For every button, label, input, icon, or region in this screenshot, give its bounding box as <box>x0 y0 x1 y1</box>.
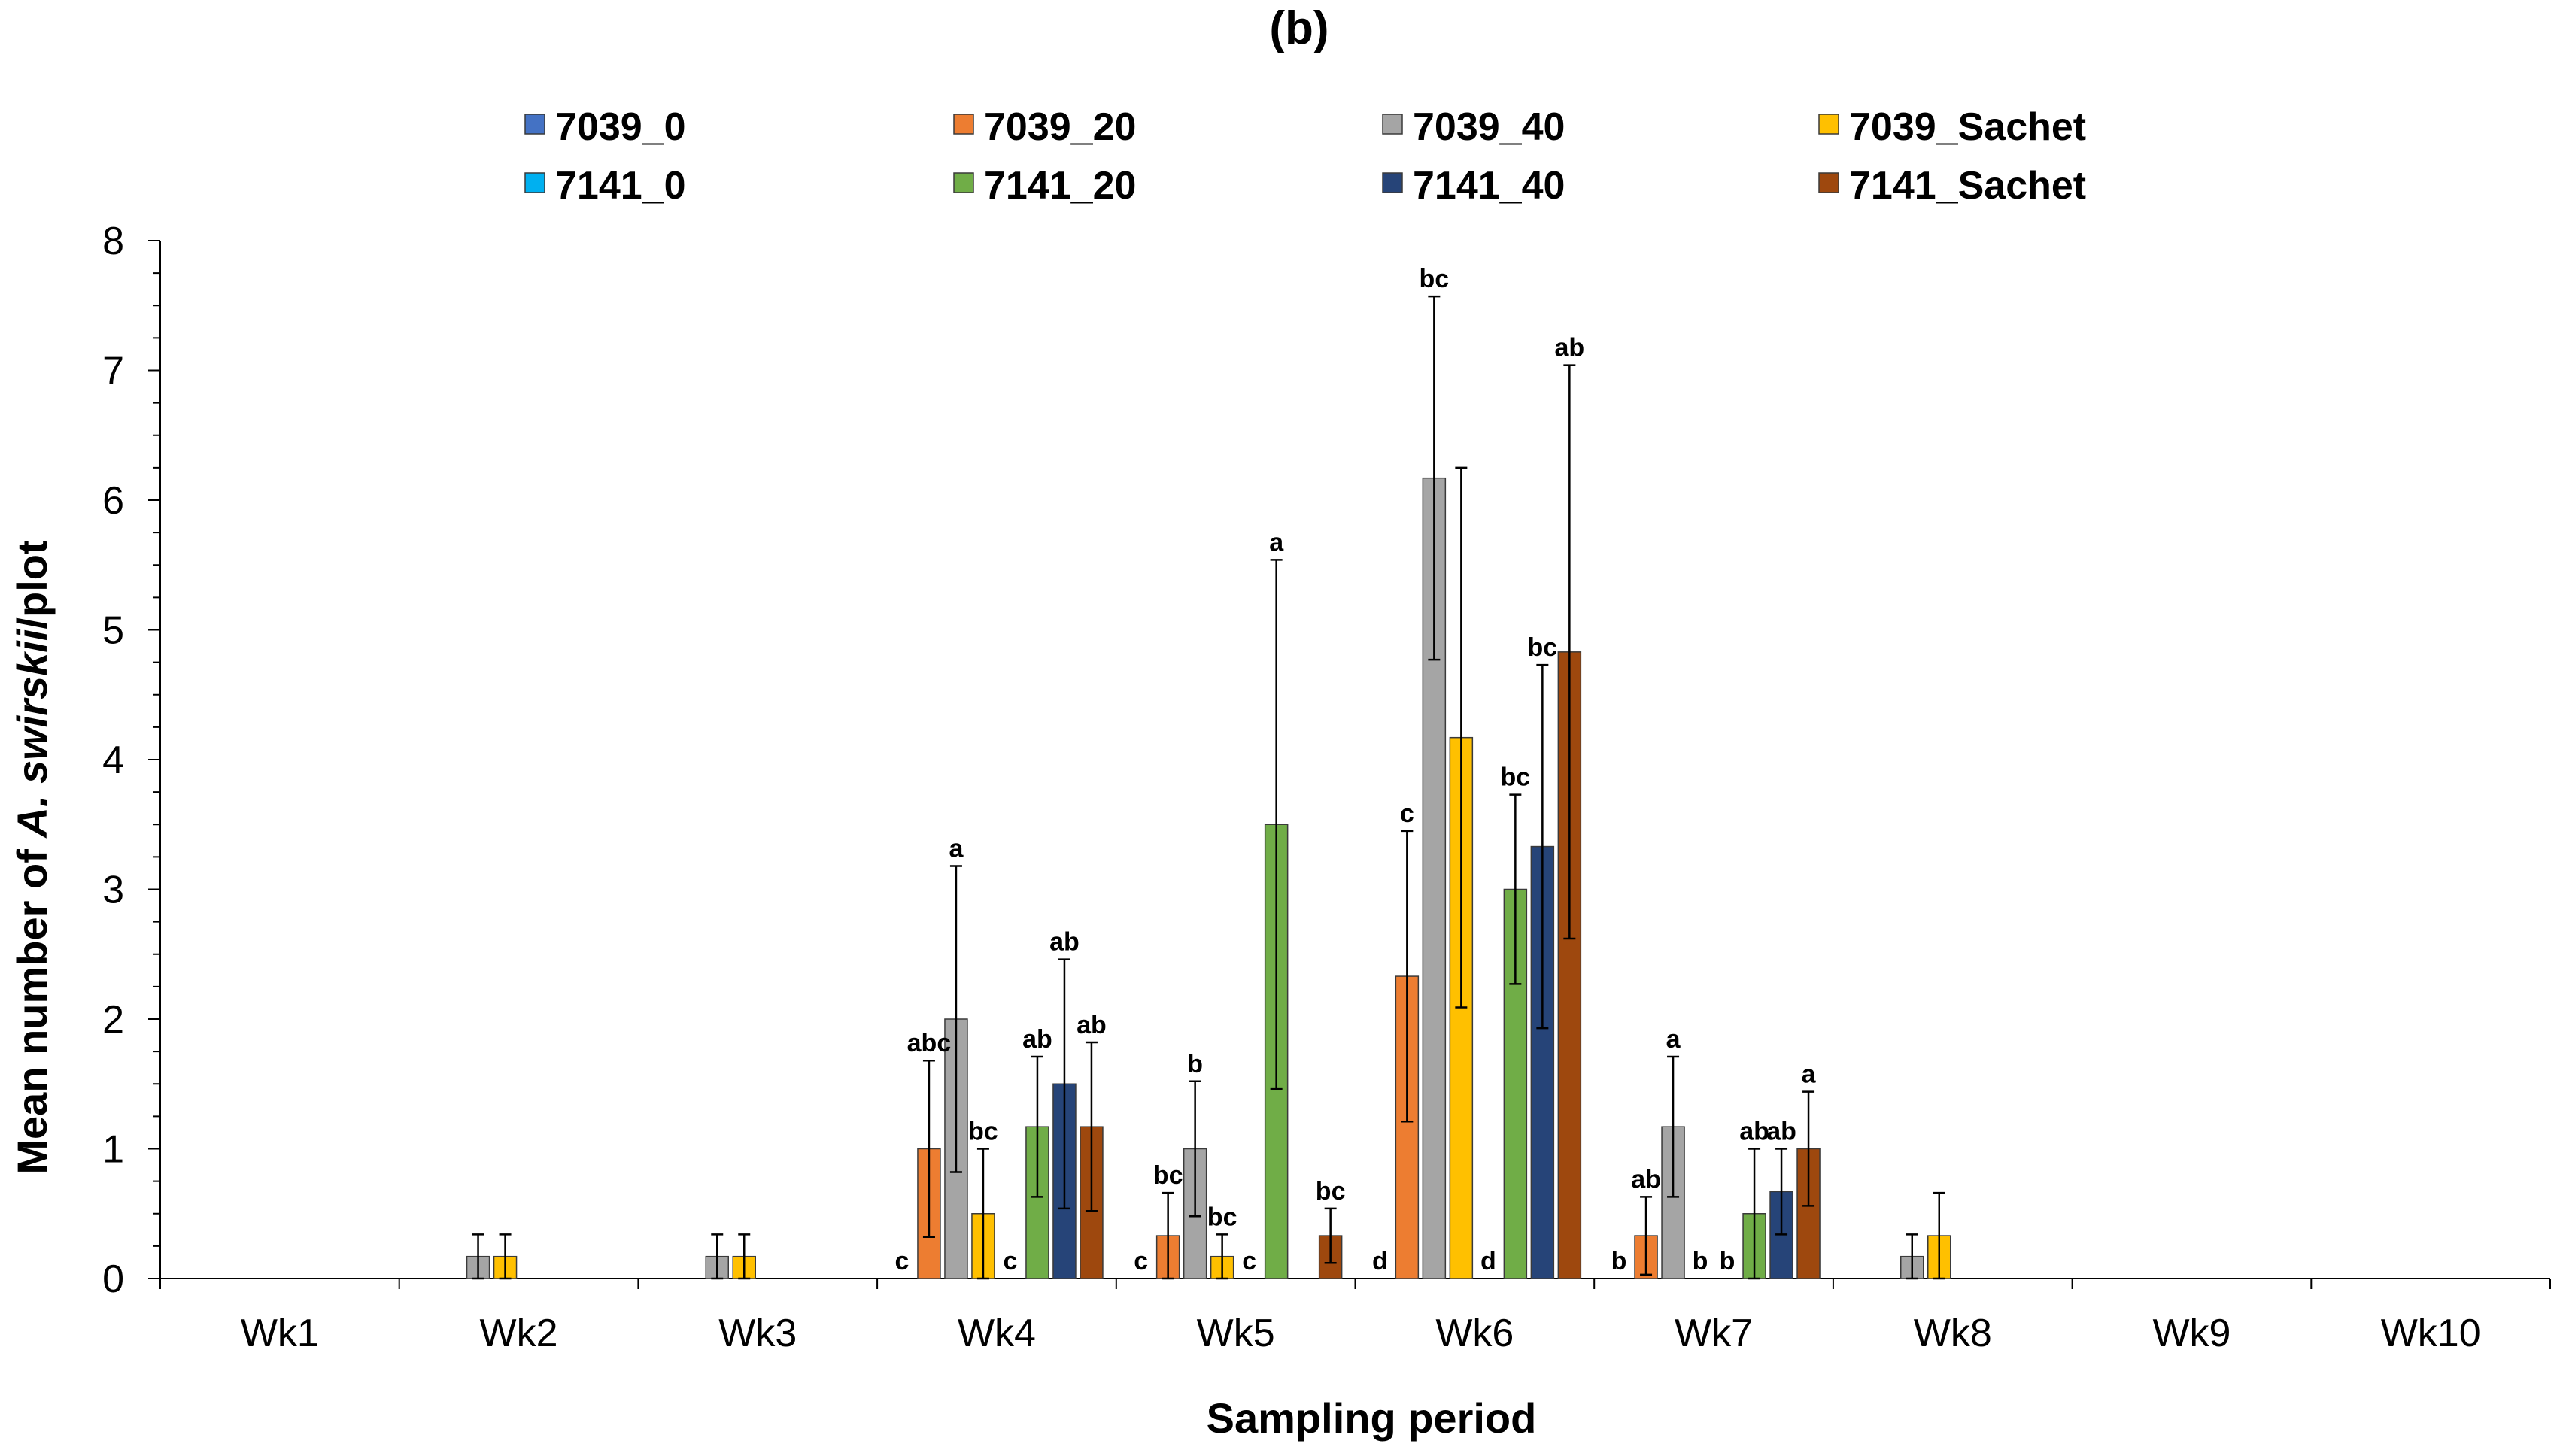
legend-swatch <box>954 114 973 134</box>
x-tick-label: Wk1 <box>241 1312 319 1355</box>
error-bar-group <box>472 296 1945 1279</box>
legend-label: 7141_40 <box>1413 164 1565 208</box>
legend-swatch <box>1819 173 1839 193</box>
significance-label: c <box>1003 1247 1017 1276</box>
significance-label: a <box>949 834 964 863</box>
significance-label: b <box>1693 1247 1708 1276</box>
legend-swatch <box>1819 114 1839 134</box>
significance-label: d <box>1372 1247 1388 1276</box>
significance-label: bc <box>1528 633 1558 662</box>
x-tick-label: Wk9 <box>2152 1312 2231 1355</box>
x-tick-label: Wk7 <box>1675 1312 1753 1355</box>
y-axis-title-part-3: /plot <box>8 540 56 629</box>
x-axis: Wk1 Wk2 Wk3 Wk4 Wk5 Wk6 Wk7 Wk8 Wk9 Wk10 <box>160 1279 2550 1355</box>
chart-title: (b) <box>1269 2 1329 54</box>
x-tick-label: Wk10 <box>2381 1312 2481 1355</box>
significance-label: d <box>1480 1247 1496 1276</box>
significance-label: ab <box>1766 1118 1796 1146</box>
significance-label: ab <box>1555 334 1585 362</box>
legend-label: 7141_20 <box>984 164 1136 208</box>
legend-label: 7039_20 <box>984 105 1136 149</box>
y-tick-label: 3 <box>102 869 124 912</box>
significance-label: b <box>1720 1247 1736 1276</box>
y-axis-title: Mean number of A. swirskii/plot <box>8 540 56 1174</box>
y-tick-label: 4 <box>102 739 124 782</box>
significance-label: c <box>1134 1247 1148 1276</box>
significance-label: ab <box>1631 1165 1661 1194</box>
significance-label: bc <box>1420 265 1450 293</box>
y-tick-label: 7 <box>102 350 124 393</box>
significance-label: bc <box>1316 1177 1346 1206</box>
significance-label: a <box>1269 528 1284 557</box>
y-tick-label: 2 <box>102 998 124 1042</box>
legend-swatch <box>525 114 545 134</box>
significance-label: bc <box>1153 1161 1183 1190</box>
y-tick-label: 8 <box>102 220 124 263</box>
significance-label-group: cabcabccabababcbcbbccabcdcbcdbcbcabbabab… <box>894 265 1816 1276</box>
y-tick-label: 1 <box>102 1128 124 1172</box>
y-tick-label: 0 <box>102 1257 124 1301</box>
significance-label: b <box>1611 1247 1627 1276</box>
legend-label: 7039_Sachet <box>1849 105 2086 149</box>
legend-label: 7141_Sachet <box>1849 164 2086 208</box>
legend-swatch <box>1383 173 1402 193</box>
significance-label: ab <box>1022 1025 1052 1054</box>
x-tick-label: Wk3 <box>718 1312 797 1355</box>
y-axis-title-species: A. swirskii <box>8 628 56 839</box>
y-tick-label: 6 <box>102 479 124 523</box>
x-tick-label: Wk8 <box>1914 1312 1992 1355</box>
x-tick-label: Wk2 <box>480 1312 558 1355</box>
significance-label: a <box>1802 1060 1817 1089</box>
significance-label: c <box>894 1247 909 1276</box>
significance-label: bc <box>1501 763 1531 792</box>
significance-label: abc <box>907 1029 952 1057</box>
legend-label: 7141_0 <box>555 164 686 208</box>
legend-swatch <box>1383 114 1402 134</box>
significance-label: ab <box>1739 1118 1769 1146</box>
significance-label: c <box>1242 1247 1256 1276</box>
bar-series-group <box>467 478 1951 1279</box>
y-axis: 0 1 2 3 4 5 6 7 8 <box>102 220 160 1301</box>
significance-label: b <box>1187 1050 1203 1078</box>
significance-label: c <box>1400 799 1414 828</box>
x-tick-label: Wk6 <box>1435 1312 1514 1355</box>
significance-label: ab <box>1077 1011 1107 1039</box>
legend-label: 7039_0 <box>555 105 686 149</box>
significance-label: bc <box>1207 1203 1237 1231</box>
bar-chart: (b) 7039_0 7039_20 7039_40 7039_Sachet 7141_… <box>0 0 2560 1452</box>
significance-label: a <box>1666 1025 1681 1054</box>
legend-swatch <box>954 173 973 193</box>
chart-container: (b) 7039_0 7039_20 7039_40 7039_Sachet 7141_… <box>0 0 2560 1452</box>
legend: 7039_0 7039_20 7039_40 7039_Sachet 7141_0 714… <box>525 105 2086 208</box>
x-axis-title: Sampling period <box>1207 1394 1537 1442</box>
significance-label: ab <box>1049 928 1080 957</box>
significance-label: bc <box>968 1118 998 1146</box>
legend-label: 7039_40 <box>1413 105 1565 149</box>
x-tick-label: Wk4 <box>958 1312 1036 1355</box>
y-tick-label: 5 <box>102 609 124 653</box>
legend-swatch <box>525 173 545 193</box>
x-tick-label: Wk5 <box>1197 1312 1275 1355</box>
y-axis-title-part-1: Mean number of <box>8 838 56 1175</box>
